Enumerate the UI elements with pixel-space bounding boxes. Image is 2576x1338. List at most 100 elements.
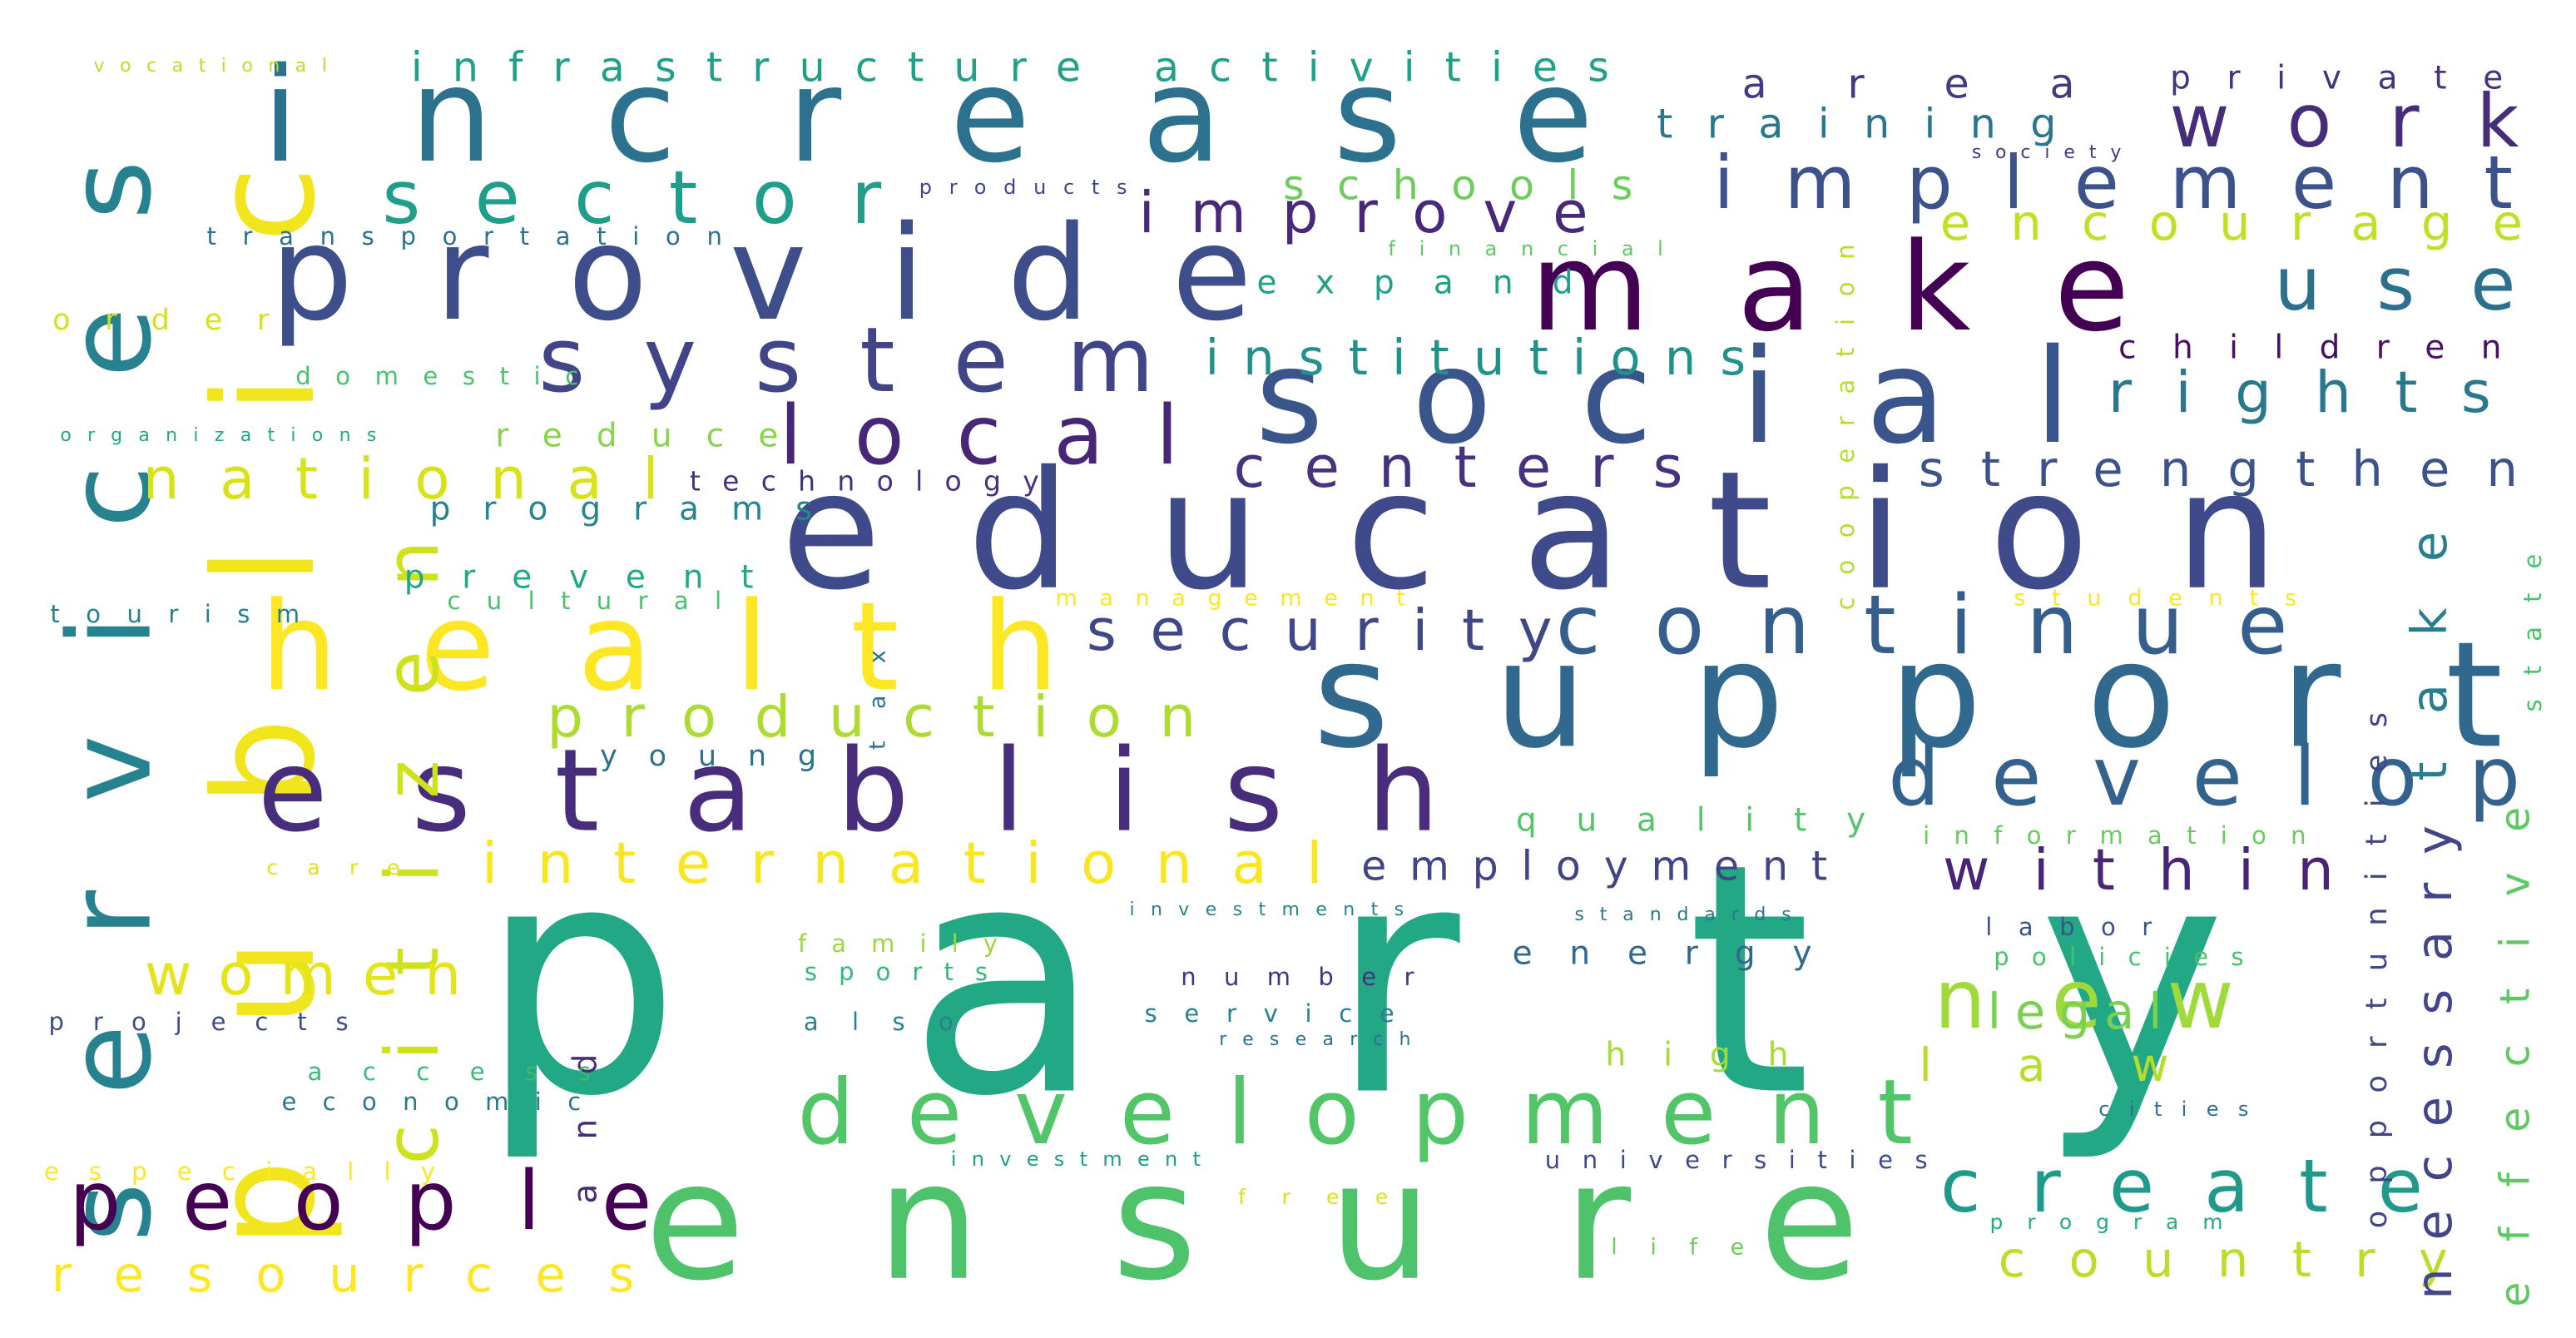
word-employment: employment <box>1361 843 1850 890</box>
word-necessary: necessary <box>2405 797 2463 1299</box>
word-take: take <box>2400 483 2458 780</box>
word-within: within <box>1943 837 2377 904</box>
word-expand: expand <box>1256 265 1612 302</box>
word-economic: economic <box>281 1088 607 1116</box>
word-investment: investment <box>951 1147 1216 1171</box>
word-state: state <box>2519 530 2547 712</box>
word-production: production <box>547 684 1234 751</box>
word-establish: establish <box>258 726 1523 858</box>
word-information: information <box>1923 821 2331 850</box>
word-high: high <box>1605 1037 1825 1074</box>
word-rights: rights <box>2108 359 2534 426</box>
word-institutions: institutions <box>1206 329 1771 386</box>
word-training: training <box>1657 101 2091 148</box>
word-new: new <box>1934 953 2300 1048</box>
word-public: public <box>185 33 346 1247</box>
word-management: management <box>1056 586 1428 612</box>
word-international: international <box>482 830 1362 897</box>
word-citizen: citizen <box>369 477 455 1165</box>
word-strengthen: strengthen <box>1919 440 2554 498</box>
word-legal: legal <box>1988 983 2177 1040</box>
word-services: services <box>45 72 177 1241</box>
word-national: national <box>143 446 699 513</box>
word-law: law <box>1920 1038 2255 1092</box>
word-quality: quality <box>1516 802 1905 840</box>
word-order: order <box>52 304 304 337</box>
word-area: area <box>1742 61 2156 108</box>
word-standards: standards <box>1574 904 1806 925</box>
word-projects: projects <box>49 1008 378 1036</box>
word-program: program <box>1989 1210 2247 1234</box>
word-ensure: ensure <box>645 1127 1991 1317</box>
word-students: students <box>2014 586 2323 612</box>
word-centers: centers <box>1234 434 1722 501</box>
word-local: local <box>780 389 1231 483</box>
word-children: children <box>2118 330 2538 367</box>
word-use: use <box>2274 241 2571 327</box>
word-opportunities: opportunities <box>2361 686 2394 1229</box>
word-party: party <box>479 795 2453 1166</box>
word-sector: sector <box>382 155 935 240</box>
word-energy: energy <box>1513 935 1850 973</box>
word-especially: especially <box>44 1157 465 1186</box>
word-increase: increase <box>262 40 1705 192</box>
word-resources: resources <box>52 1246 677 1303</box>
word-work: work <box>2170 78 2576 164</box>
word-society: society <box>1972 142 2136 163</box>
word-cooperation: cooperation <box>1831 222 1860 611</box>
word-policies: policies <box>1994 943 2266 971</box>
word-labor: labor <box>1985 913 2177 941</box>
word-make: make <box>1530 216 2217 359</box>
word-also: also <box>804 1008 987 1036</box>
word-tourism: tourism <box>50 600 325 628</box>
word-health: health <box>260 576 1142 718</box>
word-products: products <box>919 176 1144 199</box>
word-access: access <box>308 1058 632 1086</box>
word-create: create <box>1940 1143 2473 1229</box>
word-transportation: transportation <box>206 222 748 250</box>
word-investments: investments <box>1129 899 1419 920</box>
word-life: life <box>1611 1235 1777 1261</box>
word-provide: provide <box>270 198 1334 350</box>
word-young: young <box>600 740 848 773</box>
word-develop: develop <box>1888 730 2571 825</box>
word-cultural: cultural <box>447 587 747 615</box>
word-implement: implement <box>1713 140 2563 225</box>
word-cities: cities <box>2098 1098 2268 1121</box>
word-service: service <box>1145 999 1422 1028</box>
word-number: number <box>1181 963 1442 991</box>
word-education: education <box>780 437 2364 627</box>
word-people: people <box>69 1154 713 1249</box>
word-system: system <box>538 309 1212 413</box>
word-programs: programs <box>430 491 845 528</box>
word-security: security <box>1087 597 1586 664</box>
word-financial: financial <box>1389 237 1687 260</box>
word-prevent: prevent <box>404 559 791 597</box>
word-vocational: vocational <box>94 56 343 77</box>
word-reduce: reduce <box>495 418 812 455</box>
word-development: development <box>797 1061 1964 1165</box>
word-improve: improve <box>1139 180 1624 246</box>
word-schools: schools <box>1283 162 1666 210</box>
word-family: family <box>798 929 1023 958</box>
word-continue: continue <box>1556 578 2342 673</box>
word-tax: tax <box>865 618 891 750</box>
word-universities: universities <box>1545 1146 1950 1174</box>
word-free: free <box>1238 1185 1424 1209</box>
word-care: care <box>266 855 429 880</box>
word-support: support <box>1313 610 2576 780</box>
word-social: social <box>1256 321 2160 473</box>
word-organizations: organizations <box>60 425 392 446</box>
word-sports: sports <box>805 958 1009 986</box>
word-country: country <box>1999 1231 2491 1288</box>
word-technology: technology <box>690 465 1061 498</box>
word-domestic: domestic <box>295 362 603 390</box>
word-women: women <box>145 942 488 1008</box>
word-infrastructure-activities: infrastructure activities <box>411 44 1639 92</box>
word-effective: effective <box>2492 766 2539 1306</box>
word-research: research <box>1219 1029 1427 1050</box>
word-encourage: encourage <box>1940 194 2563 251</box>
word-and: and <box>567 1009 605 1203</box>
word-private: private <box>2170 60 2539 97</box>
